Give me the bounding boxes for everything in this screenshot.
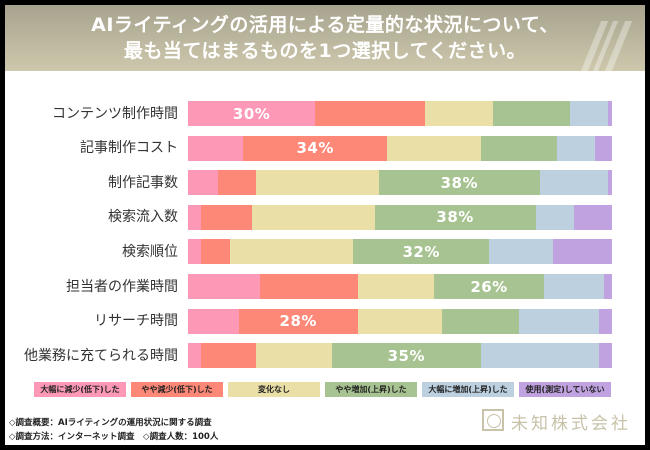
category-label: 検索流入数 <box>108 209 178 226</box>
legend-item: 使用(測定)していない <box>519 382 611 397</box>
bar-row: 28% <box>188 308 612 334</box>
data-label: 28% <box>279 312 317 331</box>
category-label: リサーチ時間 <box>94 313 178 330</box>
bar-segment <box>442 308 519 334</box>
bar-row: 35% <box>188 343 612 369</box>
legend-item: やや減少(低下)した <box>131 382 223 397</box>
data-label: 34% <box>296 139 334 158</box>
bar-segment <box>493 101 570 126</box>
title-line-1: AIライティングの活用による定量的な状況について、 <box>91 14 559 36</box>
bar-segment <box>518 308 600 334</box>
bar-segment <box>573 204 612 230</box>
data-label: 26% <box>470 277 508 296</box>
bar-segment <box>480 135 557 161</box>
bar-segment: 32% <box>353 239 490 265</box>
legend-item: 変化なし <box>228 382 320 397</box>
legend: 大幅に減少(低下)した やや減少(低下)した 変化なし やや増加(上昇)した 大幅に増加… <box>34 382 616 397</box>
bar-row: 38% <box>188 170 612 196</box>
data-label: 32% <box>402 242 440 261</box>
bar-row: 38% <box>188 204 612 230</box>
bar-segment <box>544 274 604 299</box>
data-label: 38% <box>436 208 474 227</box>
bar-segment <box>188 204 201 230</box>
bar-segment <box>251 204 375 230</box>
category-label: 記事制作コスト <box>80 140 178 157</box>
bar-segment <box>552 239 612 265</box>
header-banner: AIライティングの活用による定量的な状況について、 最も当てはまるものを1つ選択… <box>5 5 645 101</box>
bar-segment <box>535 204 574 230</box>
category-label: コンテンツ制作時間 <box>52 105 178 122</box>
bar-segment <box>357 308 443 334</box>
legend-item: やや増加(上昇)した <box>325 382 417 397</box>
bar-segment <box>188 308 239 334</box>
legend-item: 大幅に増加(上昇)した <box>422 382 514 397</box>
bar-segment: 28% <box>238 308 358 334</box>
bar-segment <box>480 343 600 369</box>
bar-row: 34% <box>188 135 612 161</box>
bar-row: 26% <box>188 274 612 299</box>
bar-segment <box>603 274 612 299</box>
category-label: 担当者の作業時間 <box>66 278 178 295</box>
chart-frame: AIライティングの活用による定量的な状況について、 最も当てはまるものを1つ選択… <box>5 5 645 445</box>
bar-segment <box>599 308 612 334</box>
category-label: 他業務に充てられる時間 <box>24 347 178 364</box>
bar-segment <box>188 135 244 161</box>
bar-segment <box>188 170 218 196</box>
bar-segment <box>188 343 201 369</box>
bar-segment <box>260 274 358 299</box>
bar-segment: 30% <box>188 101 316 126</box>
bar-segment: 34% <box>243 135 388 161</box>
company-logo-icon <box>482 409 504 431</box>
bar-segment <box>255 343 333 369</box>
company-name: 未知株式会社 <box>511 414 631 434</box>
bar-row: 32% <box>188 239 612 265</box>
bar-segment <box>539 170 608 196</box>
bar-segment: 35% <box>332 343 481 369</box>
bar-segment <box>217 170 256 196</box>
bar-segment <box>200 343 256 369</box>
bar-segment <box>607 101 612 126</box>
legend-item: 大幅に減少(低下)した <box>34 382 126 397</box>
data-label: 30% <box>232 104 271 123</box>
bar-segment <box>387 135 481 161</box>
bar-segment <box>607 170 612 196</box>
bar-segment <box>357 274 434 299</box>
bar-segment <box>230 239 354 265</box>
bar-segment <box>569 101 608 126</box>
category-label: 制作記事数 <box>108 174 178 191</box>
survey-summary-note: ◇調査概要：AIライティングの運用状況に関する調査 <box>9 418 212 428</box>
bar-segment <box>315 101 426 126</box>
bar-segment <box>188 239 201 265</box>
bar-segment <box>595 135 612 161</box>
bar-segment <box>188 274 261 299</box>
bar-segment <box>556 135 595 161</box>
bar-segment <box>599 343 612 369</box>
bar-segment: 26% <box>433 274 545 299</box>
data-label: 38% <box>440 173 479 192</box>
data-label: 35% <box>387 346 426 365</box>
bar-segment <box>425 101 494 126</box>
bar-segment <box>489 239 553 265</box>
bar-segment <box>255 170 379 196</box>
category-label: 検索順位 <box>122 243 178 260</box>
bar-segment <box>200 204 252 230</box>
bar-row: 30% <box>188 101 612 126</box>
bar-segment: 38% <box>374 204 536 230</box>
bar-segment: 38% <box>378 170 540 196</box>
survey-method-note: ◇調査方法：インターネット調査 ◇調査人数：100人 <box>9 432 219 442</box>
chart-title: AIライティングの活用による定量的な状況について、 最も当てはまるものを1つ選択… <box>5 12 645 64</box>
bar-segment <box>200 239 231 265</box>
title-line-2: 最も当てはまるものを1つ選択してください。 <box>123 40 527 62</box>
